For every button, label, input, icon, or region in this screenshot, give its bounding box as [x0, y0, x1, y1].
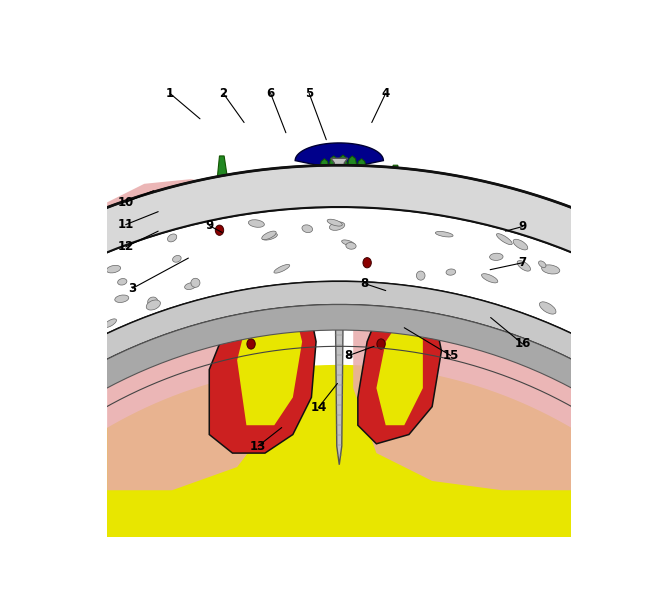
Text: 2: 2 — [219, 87, 227, 99]
Ellipse shape — [605, 314, 619, 327]
Ellipse shape — [248, 219, 264, 227]
Text: 6: 6 — [266, 87, 275, 99]
Ellipse shape — [107, 265, 120, 273]
Ellipse shape — [540, 302, 556, 314]
Ellipse shape — [167, 234, 177, 242]
Ellipse shape — [342, 240, 354, 246]
Ellipse shape — [377, 339, 385, 349]
Polygon shape — [349, 203, 442, 328]
Ellipse shape — [148, 297, 158, 306]
Ellipse shape — [517, 260, 530, 271]
Polygon shape — [320, 159, 329, 170]
Ellipse shape — [572, 292, 588, 298]
Text: 8: 8 — [361, 277, 369, 290]
Polygon shape — [391, 165, 400, 212]
Text: 1: 1 — [166, 87, 174, 99]
Ellipse shape — [15, 330, 29, 339]
Ellipse shape — [436, 232, 453, 237]
Polygon shape — [357, 159, 366, 170]
Ellipse shape — [661, 345, 662, 358]
Polygon shape — [0, 165, 662, 603]
Polygon shape — [0, 282, 662, 603]
Text: 9: 9 — [205, 219, 213, 232]
Polygon shape — [107, 203, 181, 314]
Ellipse shape — [490, 253, 503, 260]
Text: 9: 9 — [518, 220, 527, 233]
Polygon shape — [338, 155, 348, 166]
Ellipse shape — [575, 277, 590, 288]
Ellipse shape — [363, 257, 371, 268]
Ellipse shape — [261, 231, 276, 239]
Ellipse shape — [302, 225, 312, 233]
Ellipse shape — [481, 274, 498, 283]
Ellipse shape — [185, 283, 196, 289]
Ellipse shape — [191, 278, 200, 288]
Ellipse shape — [602, 330, 620, 341]
Text: 14: 14 — [310, 401, 326, 414]
Ellipse shape — [21, 314, 30, 320]
Polygon shape — [377, 314, 423, 425]
Polygon shape — [0, 207, 662, 603]
Ellipse shape — [330, 222, 345, 230]
Ellipse shape — [274, 265, 290, 273]
Ellipse shape — [589, 276, 598, 284]
Text: 13: 13 — [250, 440, 266, 453]
Polygon shape — [331, 158, 348, 465]
Text: 11: 11 — [118, 218, 134, 231]
Ellipse shape — [104, 319, 117, 327]
Polygon shape — [348, 156, 357, 167]
Polygon shape — [163, 188, 265, 323]
Polygon shape — [358, 286, 442, 444]
Ellipse shape — [346, 242, 356, 249]
Text: 15: 15 — [442, 349, 459, 362]
Ellipse shape — [262, 233, 277, 240]
Ellipse shape — [327, 219, 342, 226]
Ellipse shape — [45, 333, 54, 341]
Polygon shape — [237, 295, 302, 425]
Polygon shape — [0, 305, 662, 603]
Polygon shape — [107, 179, 325, 490]
Ellipse shape — [496, 233, 512, 245]
Ellipse shape — [146, 300, 160, 310]
Polygon shape — [329, 156, 338, 167]
Text: 4: 4 — [381, 87, 390, 99]
Polygon shape — [246, 374, 320, 481]
Ellipse shape — [416, 271, 425, 280]
Polygon shape — [469, 230, 544, 337]
Ellipse shape — [542, 265, 560, 274]
Ellipse shape — [115, 295, 129, 303]
Polygon shape — [218, 156, 227, 203]
Ellipse shape — [173, 256, 181, 262]
Text: 7: 7 — [518, 256, 527, 269]
Text: 12: 12 — [118, 241, 134, 253]
Ellipse shape — [446, 269, 455, 275]
Ellipse shape — [513, 239, 528, 250]
Ellipse shape — [7, 325, 22, 334]
Polygon shape — [477, 226, 489, 320]
Text: 10: 10 — [118, 196, 134, 209]
Polygon shape — [0, 365, 662, 603]
Text: 5: 5 — [305, 87, 313, 99]
Polygon shape — [209, 272, 316, 453]
Ellipse shape — [247, 339, 256, 349]
Ellipse shape — [215, 225, 224, 235]
Polygon shape — [354, 174, 571, 490]
Text: 8: 8 — [344, 349, 353, 362]
Text: 16: 16 — [514, 338, 531, 350]
Text: 3: 3 — [128, 282, 137, 295]
Polygon shape — [295, 143, 383, 178]
Ellipse shape — [118, 279, 127, 285]
Ellipse shape — [72, 310, 82, 316]
Ellipse shape — [539, 261, 546, 268]
